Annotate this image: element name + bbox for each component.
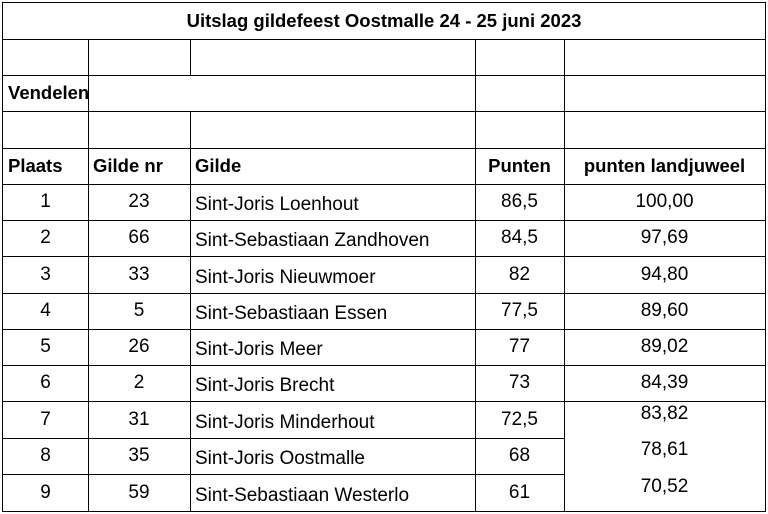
cell-plaats: 9	[40, 481, 51, 503]
cell-plaats: 1	[40, 191, 51, 212]
header-plaats: Plaats	[8, 155, 63, 176]
cell-punten: 68	[508, 445, 531, 466]
cell-gilde-nr: 26	[128, 336, 150, 357]
cell-gilde: Sint-Joris Nieuwmoer	[195, 266, 376, 288]
cell-punten: 73	[508, 372, 531, 393]
cell-gilde: Sint-Sebastiaan Essen	[195, 303, 388, 324]
cell-gilde: Sint-Sebastiaan Westerlo	[195, 484, 410, 506]
header-gilde: Gilde	[195, 155, 242, 176]
cell-plaats: 6	[40, 372, 51, 393]
cell-gilde: Sint-Sebastiaan Zandhoven	[195, 230, 430, 251]
cell-punten-landjuweel: 100,00	[635, 191, 694, 212]
cell-gilde-nr: 2	[133, 372, 145, 393]
cell-punten-landjuweel: 89,60	[640, 300, 689, 321]
cell-punten-landjuweel: 84,39	[640, 372, 689, 393]
cell-punten: 61	[508, 481, 531, 503]
cell-plaats: 5	[40, 336, 51, 357]
cell-punten-landjuweel: 97,69	[640, 227, 689, 248]
cell-punten: 72,5	[501, 408, 538, 430]
cell-punten-landjuweel: 83,82	[640, 402, 689, 424]
cell-gilde-nr: 33	[128, 263, 150, 285]
cell-punten: 82	[508, 263, 531, 285]
cell-gilde-nr: 59	[128, 481, 150, 503]
cell-punten: 84,5	[501, 227, 538, 248]
cell-punten-landjuweel: 89,02	[640, 336, 689, 357]
cell-gilde: Sint-Joris Brecht	[195, 375, 335, 396]
cell-punten-landjuweel: 70,52	[640, 475, 689, 497]
cell-gilde-nr: 23	[128, 191, 150, 212]
section-label: Vendelen	[8, 82, 90, 103]
cell-gilde-nr: 66	[128, 227, 150, 248]
cell-gilde-nr: 5	[133, 300, 145, 321]
cell-gilde: Sint-Joris Minderhout	[195, 411, 375, 433]
cell-plaats: 2	[40, 227, 51, 248]
cell-gilde-nr: 31	[128, 408, 150, 430]
cell-gilde-nr: 35	[128, 445, 150, 466]
cell-plaats: 8	[40, 445, 51, 466]
cell-punten-landjuweel: 78,61	[640, 439, 689, 460]
cell-plaats: 7	[40, 408, 51, 430]
cell-gilde: Sint-Joris Loenhout	[195, 194, 359, 215]
cell-plaats: 3	[40, 263, 51, 285]
cell-gilde: Sint-Joris Meer	[195, 339, 323, 360]
header-punten: Punten	[488, 155, 551, 176]
cell-punten-landjuweel: 94,80	[640, 263, 689, 285]
cell-gilde: Sint-Joris Oostmalle	[195, 448, 365, 469]
header-gilde-nr: Gilde nr	[93, 155, 163, 176]
header-punten-landjuweel: punten landjuweel	[583, 155, 746, 176]
cell-punten: 86,5	[501, 191, 538, 212]
cell-punten: 77,5	[501, 300, 538, 321]
cell-punten: 77	[508, 336, 531, 357]
sheet-title: Uitslag gildefeest Oostmalle 24 - 25 jun…	[186, 10, 582, 31]
cell-plaats: 4	[40, 300, 51, 321]
